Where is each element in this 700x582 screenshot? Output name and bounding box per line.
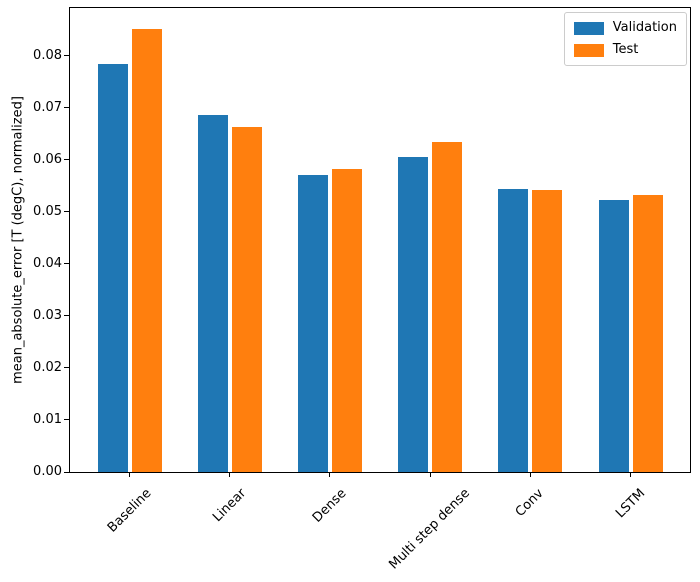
legend-swatch-test bbox=[573, 43, 604, 57]
y-tick-mark bbox=[64, 419, 69, 421]
bar-validation-conv bbox=[498, 188, 529, 472]
y-tick-mark bbox=[64, 55, 69, 57]
bar-test-baseline bbox=[131, 28, 162, 472]
bar-test-lstm bbox=[632, 194, 663, 472]
y-tick-mark bbox=[64, 263, 69, 265]
y-tick-label: 0.04 bbox=[33, 255, 62, 271]
x-tick-label-dense: Dense bbox=[309, 486, 350, 526]
bar-validation-multi-step-dense bbox=[398, 156, 429, 472]
y-tick-mark bbox=[64, 107, 69, 109]
y-tick-mark bbox=[64, 159, 69, 161]
bar-validation-linear bbox=[197, 115, 228, 472]
x-tick-mark bbox=[229, 472, 231, 477]
y-tick-mark bbox=[64, 315, 69, 317]
legend-label-validation: Validation bbox=[612, 20, 677, 35]
x-tick-label-multi-step-dense: Multi step dense bbox=[386, 485, 474, 573]
plot-area: 0.00 0.01 0.02 0.03 0.04 0.05 0.06 0.07 0.08 Bas… bbox=[33, 7, 691, 572]
legend-swatch-validation bbox=[573, 21, 604, 35]
bar-test-multi-step-dense bbox=[432, 142, 463, 472]
bar-test-conv bbox=[532, 190, 563, 472]
x-tick-label-baseline: Baseline bbox=[104, 485, 154, 536]
legend-label-test: Test bbox=[612, 42, 639, 57]
y-tick-label: 0.08 bbox=[33, 47, 62, 63]
y-tick-label: 0.07 bbox=[33, 99, 62, 115]
x-tick-label-lstm: LSTM bbox=[612, 486, 648, 522]
y-axis-label: mean_absolute_error [T (degC), normalize… bbox=[10, 96, 26, 384]
x-tick-mark bbox=[429, 472, 431, 477]
y-tick-label: 0.01 bbox=[33, 411, 62, 427]
y-tick-label: 0.00 bbox=[33, 464, 62, 479]
bar-validation-lstm bbox=[598, 199, 629, 472]
x-tick-mark bbox=[630, 472, 631, 477]
bar-validation-dense bbox=[297, 174, 328, 472]
y-tick-mark bbox=[64, 471, 69, 473]
x-tick-label-linear: Linear bbox=[209, 485, 249, 526]
legend-item-test: Test bbox=[573, 42, 677, 58]
bar-test-linear bbox=[231, 127, 262, 472]
legend-item-validation: Validation bbox=[573, 20, 677, 36]
x-tick-mark bbox=[129, 472, 130, 477]
legend: Validation Test bbox=[563, 12, 687, 66]
y-tick-label: 0.02 bbox=[33, 359, 62, 375]
y-tick-label: 0.03 bbox=[33, 307, 62, 323]
y-tick-mark bbox=[64, 211, 69, 213]
y-tick-label: 0.05 bbox=[33, 203, 62, 219]
x-tick-mark bbox=[329, 472, 331, 477]
bar-test-dense bbox=[331, 168, 362, 472]
y-tick-label: 0.06 bbox=[33, 151, 62, 167]
y-tick-mark bbox=[64, 367, 69, 369]
x-tick-label-conv: Conv bbox=[512, 485, 547, 520]
x-tick-mark bbox=[529, 472, 531, 477]
bar-validation-baseline bbox=[97, 63, 128, 472]
